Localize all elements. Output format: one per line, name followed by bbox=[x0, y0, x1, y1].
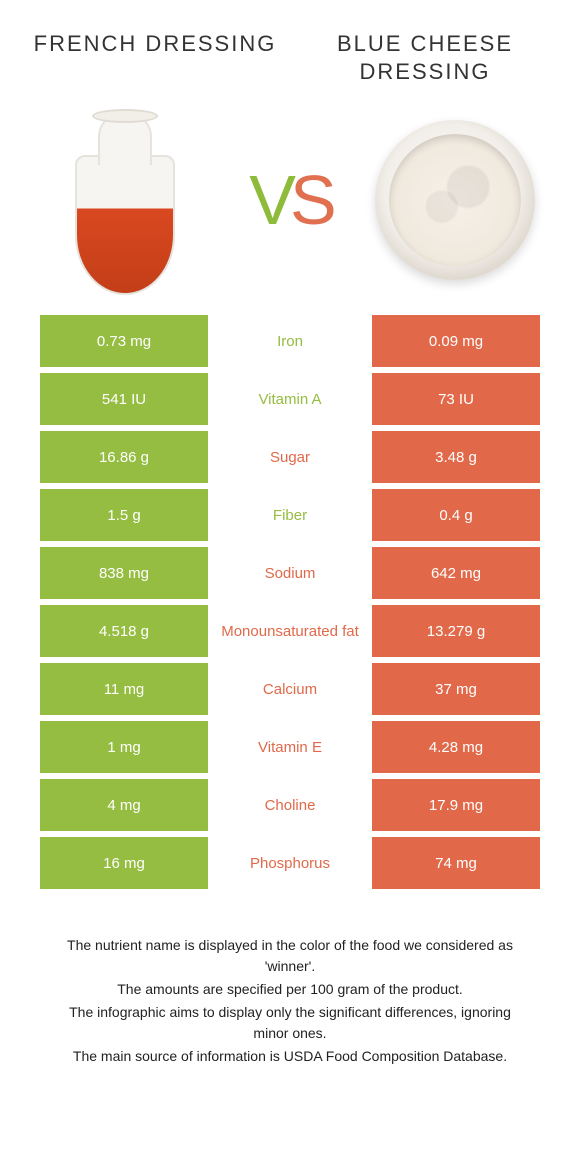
nutrient-name-cell: Sodium bbox=[208, 547, 372, 599]
footer-line-3: The infographic aims to display only the… bbox=[50, 1002, 530, 1044]
footer-line-4: The main source of information is USDA F… bbox=[50, 1046, 530, 1067]
nutrient-name-cell: Calcium bbox=[208, 663, 372, 715]
nutrient-name-cell: Iron bbox=[208, 315, 372, 367]
right-item-image bbox=[370, 105, 540, 295]
left-title-col: FRENCH DRESSING bbox=[20, 30, 290, 85]
table-row: 838 mgSodium642 mg bbox=[40, 547, 540, 599]
table-row: 541 IUVitamin A73 IU bbox=[40, 373, 540, 425]
nutrient-name-cell: Vitamin E bbox=[208, 721, 372, 773]
right-value-cell: 0.4 g bbox=[372, 489, 540, 541]
left-value-cell: 4 mg bbox=[40, 779, 208, 831]
nutrient-name-cell: Phosphorus bbox=[208, 837, 372, 889]
left-value-cell: 16.86 g bbox=[40, 431, 208, 483]
table-row: 16 mgPhosphorus74 mg bbox=[40, 837, 540, 889]
table-row: 1.5 gFiber0.4 g bbox=[40, 489, 540, 541]
vs-v: V bbox=[249, 161, 290, 239]
nutrient-name-cell: Vitamin A bbox=[208, 373, 372, 425]
left-value-cell: 1.5 g bbox=[40, 489, 208, 541]
table-row: 1 mgVitamin E4.28 mg bbox=[40, 721, 540, 773]
hero-row: VS bbox=[0, 95, 580, 315]
titles-row: FRENCH DRESSING BLUE CHEESE DRESSING bbox=[0, 0, 580, 95]
comparison-infographic: FRENCH DRESSING BLUE CHEESE DRESSING VS … bbox=[0, 0, 580, 1174]
vs-s: S bbox=[290, 161, 331, 239]
left-value-cell: 838 mg bbox=[40, 547, 208, 599]
right-item-title: BLUE CHEESE DRESSING bbox=[290, 30, 560, 85]
table-row: 4.518 gMonounsaturated fat13.279 g bbox=[40, 605, 540, 657]
right-value-cell: 74 mg bbox=[372, 837, 540, 889]
right-value-cell: 3.48 g bbox=[372, 431, 540, 483]
right-value-cell: 0.09 mg bbox=[372, 315, 540, 367]
footer-line-2: The amounts are specified per 100 gram o… bbox=[50, 979, 530, 1000]
table-row: 16.86 gSugar3.48 g bbox=[40, 431, 540, 483]
left-value-cell: 16 mg bbox=[40, 837, 208, 889]
right-value-cell: 17.9 mg bbox=[372, 779, 540, 831]
left-value-cell: 11 mg bbox=[40, 663, 208, 715]
nutrient-name-cell: Sugar bbox=[208, 431, 372, 483]
table-row: 11 mgCalcium37 mg bbox=[40, 663, 540, 715]
left-item-image bbox=[40, 105, 210, 295]
right-value-cell: 4.28 mg bbox=[372, 721, 540, 773]
left-value-cell: 0.73 mg bbox=[40, 315, 208, 367]
nutrient-table: 0.73 mgIron0.09 mg 541 IUVitamin A73 IU 16… bbox=[0, 315, 580, 889]
table-row: 4 mgCholine17.9 mg bbox=[40, 779, 540, 831]
nutrient-name-cell: Fiber bbox=[208, 489, 372, 541]
footer-line-1: The nutrient name is displayed in the co… bbox=[50, 935, 530, 977]
right-value-cell: 37 mg bbox=[372, 663, 540, 715]
left-item-title: FRENCH DRESSING bbox=[20, 30, 290, 58]
left-value-cell: 541 IU bbox=[40, 373, 208, 425]
nutrient-name-cell: Choline bbox=[208, 779, 372, 831]
right-title-col: BLUE CHEESE DRESSING bbox=[290, 30, 560, 85]
vs-label: VS bbox=[249, 165, 330, 235]
right-value-cell: 73 IU bbox=[372, 373, 540, 425]
right-value-cell: 642 mg bbox=[372, 547, 540, 599]
nutrient-name-cell: Monounsaturated fat bbox=[208, 605, 372, 657]
carafe-icon bbox=[70, 105, 180, 295]
table-row: 0.73 mgIron0.09 mg bbox=[40, 315, 540, 367]
left-value-cell: 1 mg bbox=[40, 721, 208, 773]
footer-notes: The nutrient name is displayed in the co… bbox=[0, 895, 580, 1067]
left-value-cell: 4.518 g bbox=[40, 605, 208, 657]
bowl-icon bbox=[375, 120, 535, 280]
right-value-cell: 13.279 g bbox=[372, 605, 540, 657]
